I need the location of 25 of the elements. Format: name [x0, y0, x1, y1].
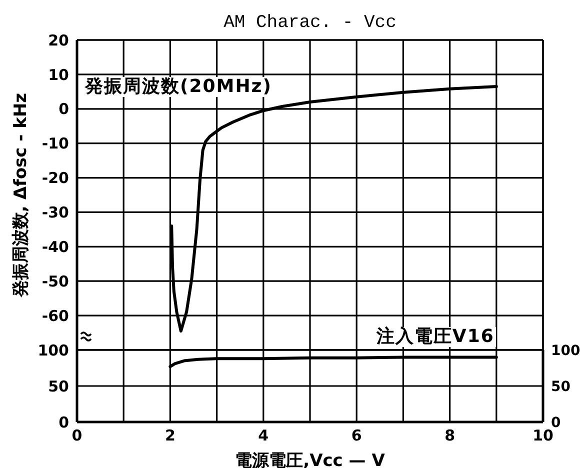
x-tick-label: 6 — [351, 426, 362, 445]
y-tick-label: -30 — [42, 204, 69, 222]
y2-tick-label: 100 — [551, 342, 580, 359]
y-tick-label: 100 — [38, 341, 69, 360]
y-tick-label: -60 — [42, 306, 69, 325]
y-tick-label: 20 — [48, 31, 69, 50]
y-axis-title: 発振周波数, Δfosc - kHz — [11, 92, 32, 298]
series-label: 発振周波数(20MHz) — [83, 76, 274, 96]
x-tick-label: 10 — [532, 426, 554, 445]
y-tick-label: 50 — [48, 377, 69, 396]
x-tick-label: 2 — [164, 426, 176, 445]
y-tick-label: 10 — [48, 66, 69, 84]
y2-tick-label: 0 — [551, 414, 561, 431]
y-tick-label: -10 — [42, 134, 69, 153]
chart-title: AM Charac. - Vcc — [222, 12, 398, 34]
y-tick-label: 0 — [58, 100, 69, 118]
y-tick-label: -50 — [42, 272, 69, 290]
y-tick-label: -40 — [42, 238, 69, 256]
x-tick-label: 0 — [72, 426, 82, 445]
series-label: 注入電圧V16 — [374, 326, 496, 348]
x-tick-label: 4 — [258, 426, 269, 445]
x-tick-label: 8 — [444, 426, 456, 445]
y2-tick-label: 50 — [551, 378, 571, 395]
y-tick-label: -20 — [42, 169, 69, 188]
y-tick-label: 0 — [58, 413, 69, 432]
